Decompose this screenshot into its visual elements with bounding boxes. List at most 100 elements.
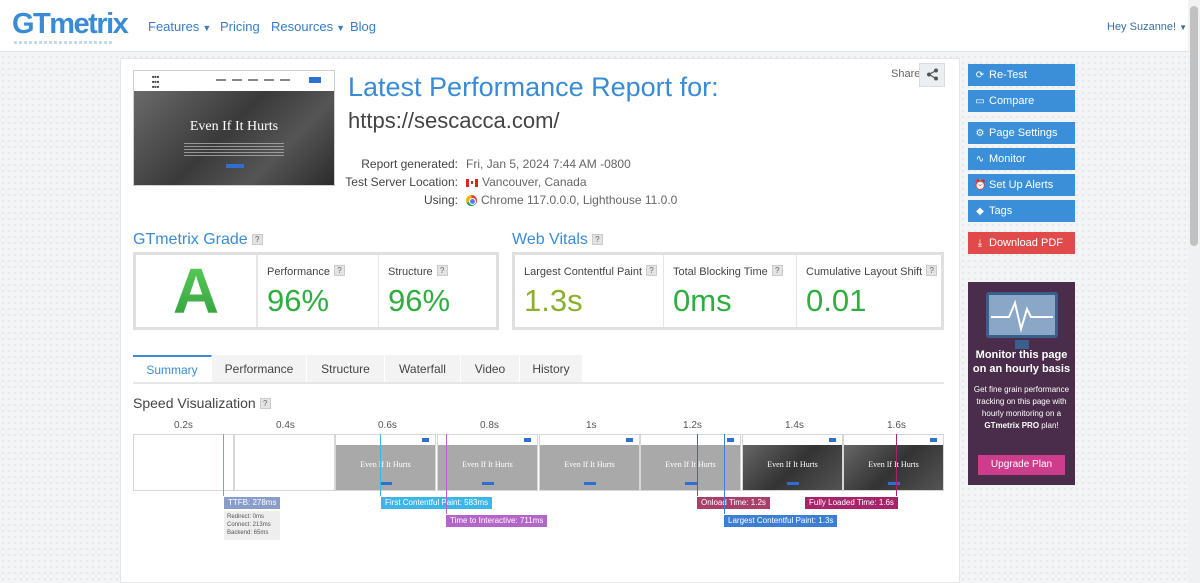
promo-text: Get fine grain performance tracking on t… — [973, 385, 1070, 430]
help-icon[interactable]: ? — [251, 234, 263, 245]
share-button[interactable] — [919, 63, 945, 87]
canada-flag-icon — [466, 179, 478, 187]
time-label: 0.6s — [378, 420, 397, 431]
fcp-marker-line — [380, 434, 381, 496]
tti-marker[interactable]: Time to Interactive: 711ms — [446, 515, 548, 527]
share-icon — [926, 68, 938, 81]
onload-marker[interactable]: Onload Time: 1.2s — [697, 497, 770, 509]
info-value: Fri, Jan 5, 2024 7:44 AM -0800 — [466, 157, 631, 171]
time-label: 1.2s — [683, 420, 702, 431]
info-value: Vancouver, Canada — [466, 175, 587, 189]
filmstrip: Even If It Hurts Even If It Hurts Even I… — [133, 434, 944, 491]
page-settings-button[interactable]: ⚙ Page Settings — [968, 122, 1075, 144]
speed-visualization-title: Speed Visualization? — [133, 395, 271, 411]
tbt-label: Total Blocking Time? — [673, 265, 783, 278]
filmstrip-frame[interactable]: Even If It Hurts — [742, 434, 843, 491]
top-navigation: GTmetrix Features ▼ Pricing Resources ▼ Bl… — [0, 0, 1188, 52]
refresh-icon: ⟳ — [975, 70, 985, 81]
help-icon[interactable]: ? — [259, 398, 271, 409]
thumbnail-header: ■■■ ■■■ ■■■ — [134, 71, 334, 91]
structure-label: Structure? — [388, 265, 448, 278]
help-icon[interactable]: ? — [333, 265, 345, 276]
lcp-marker-line — [724, 434, 725, 514]
nav-resources[interactable]: Resources ▼ — [271, 19, 346, 34]
structure-value: 96% — [388, 283, 451, 318]
heartbeat-icon — [991, 299, 1053, 333]
tbt-metric: Total Blocking Time? 0ms — [663, 255, 796, 327]
help-icon[interactable]: ? — [646, 265, 658, 276]
monitor-promo: Monitor this page on an hourly basis Get… — [968, 282, 1075, 485]
nav-pricing[interactable]: Pricing — [220, 19, 260, 34]
fcp-marker[interactable]: First Contentful Paint: 583ms — [381, 497, 493, 509]
scrollbar-thumb[interactable] — [1190, 6, 1198, 246]
tags-button[interactable]: ◆ Tags — [968, 200, 1075, 222]
thumbnail-button — [309, 77, 321, 83]
tab-performance[interactable]: Performance — [212, 355, 307, 382]
gtmetrix-logo[interactable]: GTmetrix — [12, 8, 129, 40]
download-pdf-button[interactable]: ⤓ Download PDF — [968, 232, 1075, 254]
retest-button[interactable]: ⟳ Re-Test — [968, 64, 1075, 86]
grade-letter: A — [136, 255, 257, 327]
site-screenshot-thumbnail[interactable]: ■■■ ■■■ ■■■ Even If It Hurts — [133, 70, 335, 186]
info-value: Chrome 117.0.0.0, Lighthouse 11.0.0 — [466, 193, 677, 207]
lcp-marker[interactable]: Largest Contentful Paint: 1.3s — [724, 515, 838, 527]
ttfb-connect: Connect: 213ms — [227, 522, 271, 528]
thumbnail-title: Even If It Hurts — [189, 119, 279, 134]
filmstrip-frame[interactable]: Even If It Hurts — [335, 434, 436, 491]
thumbnail-cta — [226, 164, 244, 168]
frame-title: Even If It Hurts — [564, 460, 615, 469]
user-menu[interactable]: Hey Suzanne! ▼ — [1107, 21, 1188, 33]
setup-alerts-button[interactable]: ⏰ Set Up Alerts — [968, 174, 1075, 196]
help-icon[interactable]: ? — [591, 234, 603, 245]
filmstrip-frame[interactable] — [234, 434, 335, 491]
ttfb-backend: Backend: 65ms — [227, 530, 269, 536]
nav-features[interactable]: Features ▼ — [148, 19, 212, 34]
upgrade-plan-button[interactable]: Upgrade Plan — [978, 455, 1065, 475]
tab-structure[interactable]: Structure — [307, 355, 385, 382]
ttfb-marker[interactable]: TTFB: 278ms — [224, 497, 281, 509]
fully-loaded-marker[interactable]: Fully Loaded Time: 1.6s — [805, 497, 898, 509]
vitals-section-title: Web Vitals? — [512, 231, 603, 249]
ttfb-details: Redirect: 0ms Connect: 213ms Backend: 65… — [224, 511, 280, 540]
filmstrip-frame[interactable]: Even If It Hurts — [843, 434, 944, 491]
cls-value: 0.01 — [806, 283, 867, 318]
performance-value: 96% — [267, 283, 330, 318]
time-label: 1s — [586, 420, 597, 431]
time-label: 1.6s — [887, 420, 906, 431]
tag-icon: ◆ — [976, 206, 984, 217]
help-icon[interactable]: ? — [436, 265, 448, 276]
lcp-value: 1.3s — [524, 283, 583, 318]
fully-loaded-marker-line — [896, 434, 897, 496]
monitor-illustration-icon — [986, 292, 1058, 338]
help-icon[interactable]: ? — [926, 265, 938, 276]
tab-summary[interactable]: Summary — [133, 355, 212, 382]
monitor-stand — [1015, 340, 1029, 349]
compare-button[interactable]: ▭ Compare — [968, 90, 1075, 112]
chevron-down-icon: ▼ — [336, 23, 346, 33]
report-url[interactable]: https://sescacca.com/ — [348, 108, 560, 133]
browser-text: Chrome 117.0.0.0, Lighthouse 11.0.0 — [481, 193, 678, 207]
thumbnail-hero: Even If It Hurts — [134, 91, 334, 185]
page-scrollbar[interactable] — [1188, 0, 1200, 583]
filmstrip-frame[interactable]: Even If It Hurts — [437, 434, 538, 491]
filmstrip-frame[interactable] — [133, 434, 234, 491]
lcp-label: Largest Contentful Paint? — [524, 265, 658, 278]
tti-marker-line — [446, 434, 447, 514]
frame-title: Even If It Hurts — [767, 460, 818, 469]
tab-history[interactable]: History — [520, 355, 583, 382]
time-label: 0.4s — [276, 420, 295, 431]
tab-video[interactable]: Video — [461, 355, 520, 382]
tbt-value: 0ms — [673, 283, 732, 318]
info-label: Using: — [423, 193, 458, 207]
monitor-button[interactable]: ∿ Monitor — [968, 148, 1075, 170]
help-icon[interactable]: ? — [771, 265, 783, 276]
filmstrip-frame[interactable]: Even If It Hurts — [640, 434, 741, 491]
nav-blog[interactable]: Blog — [350, 19, 377, 34]
frame-title: Even If It Hurts — [868, 460, 919, 469]
cls-metric: Cumulative Layout Shift? 0.01 — [796, 255, 941, 327]
filmstrip-frame[interactable]: Even If It Hurts — [539, 434, 640, 491]
pdf-icon: ⤓ — [977, 238, 983, 249]
chevron-down-icon: ▼ — [202, 23, 212, 33]
onload-marker-line — [697, 434, 698, 496]
tab-waterfall[interactable]: Waterfall — [385, 355, 461, 382]
